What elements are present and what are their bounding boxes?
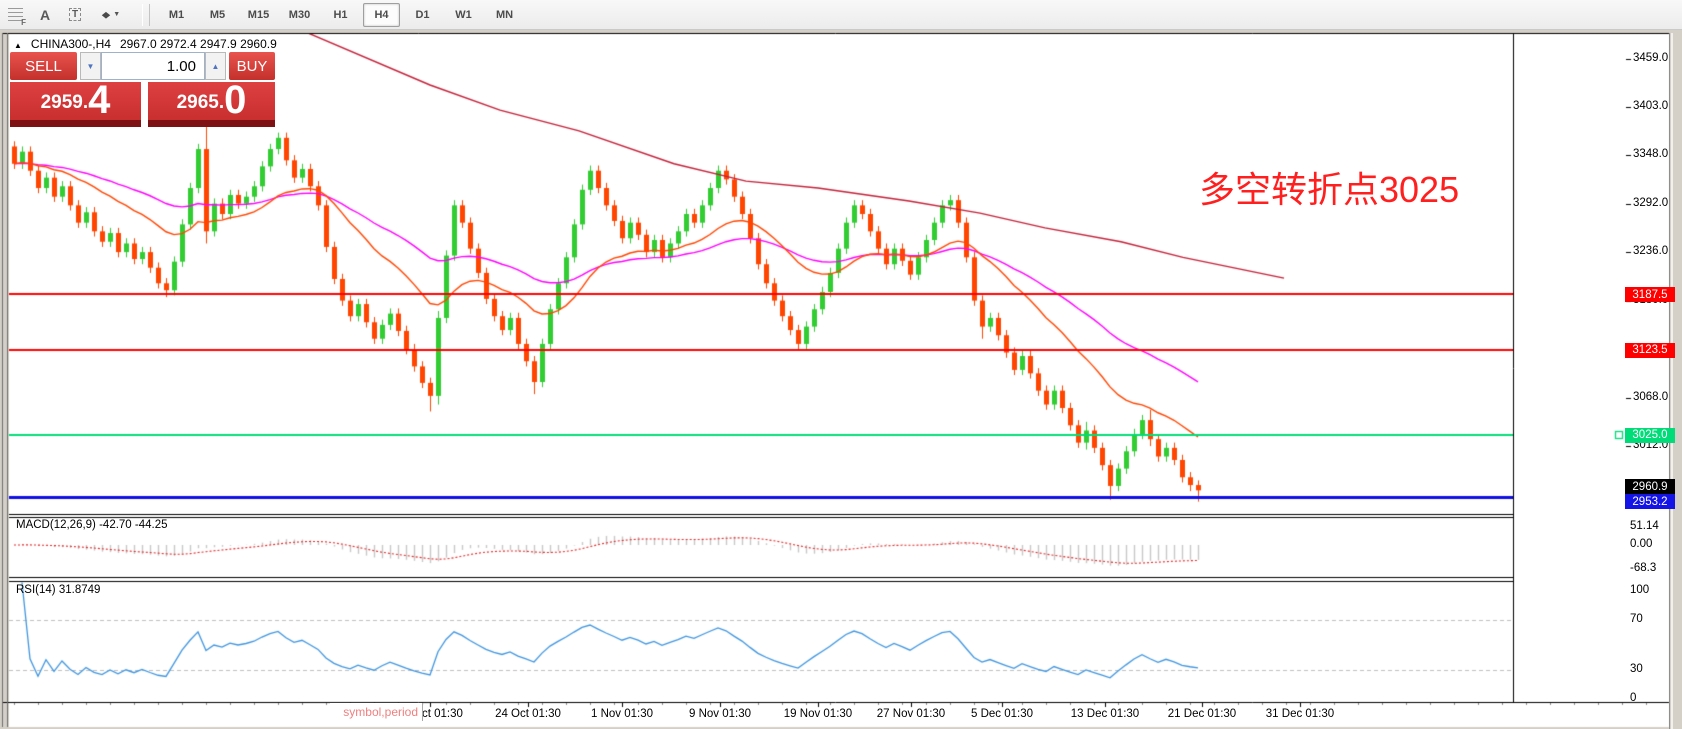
price-badge-3025.0: 3025.0 (1625, 427, 1675, 443)
shapes-tool-button[interactable]: ◆ ▼ (91, 2, 131, 28)
price-badge-2960.9: 2960.9 (1625, 479, 1675, 495)
sell-price-sep: . (82, 92, 89, 113)
time-label: 21 Dec 01:30 (1167, 708, 1237, 720)
fibonacci-icon (7, 8, 23, 21)
scrollbar-highlight (1671, 33, 1673, 729)
time-label: 27 Nov 01:30 (876, 708, 946, 720)
price-tick-3348.0: 3348.0 (1633, 148, 1669, 161)
time-label: 1 Nov 01:30 (590, 708, 653, 720)
sell-price-tile[interactable]: 2959 . 4 (10, 78, 141, 122)
rsi-scale-70: 70 (1630, 613, 1643, 625)
price-tick-3236.0: 3236.0 (1633, 245, 1669, 258)
buy-price-tile[interactable]: 2965 . 0 (148, 78, 275, 122)
tooltip-text: symbol,period (343, 705, 418, 719)
timeframe-w1[interactable]: W1 (455, 8, 472, 21)
rsi-scale-0: 0 (1630, 692, 1637, 704)
volume-input[interactable] (101, 52, 205, 80)
sell-button[interactable]: SELL (10, 52, 77, 80)
chart-annotation-text: 多空转折点3025 (1199, 169, 1460, 210)
price-tick-3068.0: 3068.0 (1633, 390, 1669, 403)
rsi-scale-30: 30 (1630, 663, 1643, 675)
timeframe-m30[interactable]: M30 (288, 8, 311, 21)
vertical-scrollbar[interactable] (1669, 33, 1682, 729)
time-label: 31 Dec 01:30 (1265, 708, 1335, 720)
symbol-period-tooltip: symbol,period (330, 703, 423, 721)
label-icon: T (68, 8, 82, 21)
one-click-trading-panel: SELL ▼ ▲ BUY 2959 . 4 2965 . 0 (10, 52, 275, 127)
buy-price-main: 2965 (176, 92, 219, 113)
buy-button[interactable]: BUY (229, 52, 275, 80)
sell-price-big-digit: 4 (88, 78, 111, 122)
collapse-triangle-icon[interactable]: ▲ (14, 41, 22, 50)
price-tick-3403.0: 3403.0 (1633, 100, 1669, 113)
panel-footer-right (148, 120, 275, 127)
time-label: 24 Oct 01:30 (495, 708, 561, 720)
buy-price-sep: . (218, 92, 225, 113)
chart-title-bar: ▲ CHINA300-,H4 2967.0 2972.4 2947.9 2960… (14, 37, 277, 51)
timeframe-d1[interactable]: D1 (415, 8, 430, 21)
text-tool-button[interactable]: A (31, 2, 59, 28)
price-badge-3123.5: 3123.5 (1625, 342, 1675, 358)
fibonacci-tool-button[interactable]: F (1, 2, 29, 28)
volume-increase-button[interactable]: ▲ (205, 52, 226, 80)
rsi-scale-100: 100 (1630, 584, 1650, 596)
time-label: 13 Dec 01:30 (1070, 708, 1140, 720)
text-icon: A (39, 6, 51, 23)
price-tick-3292.0: 3292.0 (1633, 196, 1669, 209)
ohlc-values: 2967.0 2972.4 2947.9 2960.9 (119, 37, 277, 51)
price-badge-3187.5: 3187.5 (1625, 287, 1675, 303)
timeframe-h1[interactable]: H1 (333, 8, 348, 21)
macd-scale-51.14: 51.14 (1630, 520, 1659, 533)
symbol-period-label: CHINA300-,H4 (30, 37, 111, 51)
shapes-icon: ◆ (101, 10, 111, 20)
timeframe-mn[interactable]: MN (495, 8, 514, 21)
macd-label: MACD(12,26,9) -42.70 -44.25 (16, 519, 168, 531)
macd-scale--68.3: -68.3 (1630, 561, 1657, 574)
rsi-value: 31.8749 (58, 584, 101, 596)
main-toolbar: F A T ◆ ▼ M1 M5 M15 M30 H1 H4 D1 W1 MN (0, 0, 1682, 30)
rsi-label: RSI(14) 31.8749 (16, 584, 101, 596)
fibonacci-icon-letter: F (21, 17, 26, 27)
label-tool-button[interactable]: T (61, 2, 89, 28)
price-badge-2953.2: 2953.2 (1625, 494, 1675, 510)
price-tick-3459.0: 3459.0 (1633, 52, 1669, 64)
timeframe-m1[interactable]: M1 (168, 8, 185, 21)
toolbar-separator (142, 3, 150, 26)
timeframe-group: M1 M5 M15 M30 H1 H4 D1 W1 MN (156, 2, 525, 27)
panel-footer-left (10, 120, 141, 127)
time-label: 19 Nov 01:30 (783, 708, 853, 720)
timeframe-m5[interactable]: M5 (209, 8, 226, 21)
chevron-down-icon: ▼ (113, 11, 121, 18)
timeframe-m15[interactable]: M15 (247, 8, 270, 21)
buy-price-big-digit: 0 (224, 78, 247, 122)
macd-scale-0.00: 0.00 (1630, 538, 1653, 550)
sell-price-main: 2959 (40, 92, 83, 113)
time-label: 9 Nov 01:30 (688, 708, 751, 720)
macd-values: -42.70 -44.25 (99, 519, 168, 531)
volume-decrease-button[interactable]: ▼ (80, 52, 101, 80)
timeframe-h4[interactable]: H4 (363, 2, 400, 27)
time-label: 5 Dec 01:30 (970, 708, 1033, 720)
